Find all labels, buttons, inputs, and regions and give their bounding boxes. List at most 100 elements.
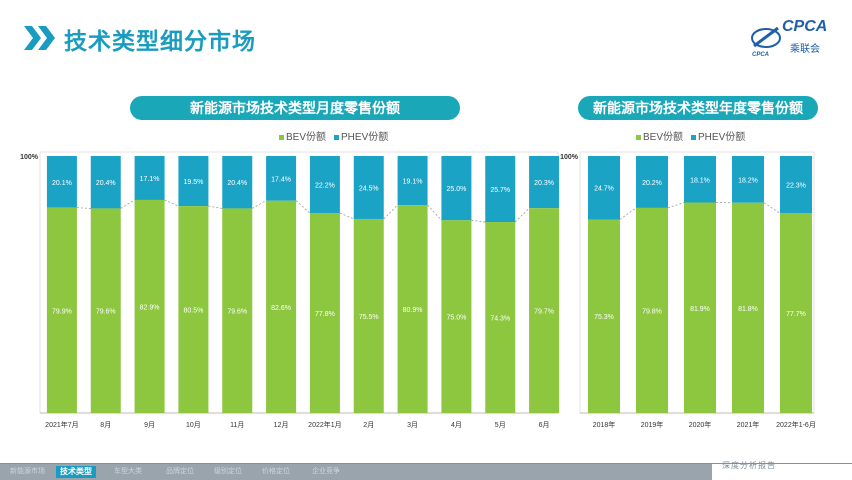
phev-value-label: 24.5% bbox=[359, 185, 379, 192]
bev-value-label: 80.5% bbox=[183, 308, 203, 315]
x-tick-label: 8月 bbox=[100, 421, 111, 429]
bev-value-label: 82.6% bbox=[271, 305, 291, 312]
bev-value-label: 79.7% bbox=[534, 309, 554, 316]
bev-value-label: 81.9% bbox=[690, 306, 710, 313]
bev-bar bbox=[309, 213, 340, 413]
footer-nav-item[interactable]: 新能源市场 bbox=[10, 468, 45, 475]
bev-bar bbox=[266, 200, 297, 413]
logo-subtext: 乘联会 bbox=[790, 44, 820, 55]
phev-bar bbox=[397, 156, 428, 206]
phev-value-label: 24.7% bbox=[594, 186, 614, 193]
phev-bar bbox=[588, 156, 620, 220]
phev-bar bbox=[46, 156, 77, 208]
monthly-chart-title: 新能源市场技术类型月度零售份额 bbox=[130, 96, 460, 120]
cpca-logo-icon: CPCA bbox=[751, 26, 781, 58]
series-connector bbox=[76, 207, 91, 209]
phev-bar bbox=[90, 156, 121, 209]
legend-phev: PHEV份额 bbox=[691, 128, 745, 143]
footer-nav-item[interactable]: 技术类型 bbox=[56, 466, 96, 478]
bev-value-label: 79.6% bbox=[96, 309, 116, 316]
header: 技术类型细分市场 CPCA CPCA 乘联会 bbox=[0, 0, 852, 70]
phev-bar bbox=[636, 156, 668, 208]
series-connector bbox=[295, 200, 311, 214]
bev-bar bbox=[780, 213, 812, 413]
bev-value-label: 75.0% bbox=[446, 315, 466, 322]
phev-value-label: 18.2% bbox=[738, 177, 758, 184]
series-connector bbox=[514, 207, 530, 223]
series-connector bbox=[383, 204, 398, 220]
phev-bar bbox=[134, 156, 165, 200]
series-connector bbox=[120, 199, 135, 209]
bev-value-label: 80.9% bbox=[403, 307, 423, 314]
phev-value-label: 22.2% bbox=[315, 183, 335, 190]
x-tick-label: 2021年7月 bbox=[45, 420, 78, 429]
phev-bar bbox=[780, 156, 812, 214]
y-axis-top-label: 100% bbox=[20, 154, 39, 161]
bev-bar bbox=[222, 208, 253, 413]
bev-value-label: 75.3% bbox=[594, 314, 614, 321]
footer-report-label: 深度分析报告 bbox=[722, 461, 776, 470]
x-tick-label: 2018年 bbox=[593, 420, 616, 429]
phev-value-label: 17.4% bbox=[271, 176, 291, 183]
x-tick-label: 10月 bbox=[186, 421, 201, 429]
series-connector bbox=[667, 202, 685, 209]
bev-bar bbox=[684, 202, 716, 413]
x-tick-label: 2022年1-6月 bbox=[776, 420, 816, 429]
logo-text: CPCA bbox=[782, 18, 828, 35]
bev-bar bbox=[636, 207, 668, 413]
phev-bar bbox=[222, 156, 253, 209]
bev-value-label: 77.8% bbox=[315, 311, 335, 318]
phev-value-label: 20.4% bbox=[96, 180, 116, 187]
footer-nav-item[interactable]: 价格定位 bbox=[262, 468, 290, 475]
phev-bar bbox=[684, 156, 716, 203]
phev-bar bbox=[485, 156, 516, 223]
phev-value-label: 22.3% bbox=[786, 183, 806, 190]
phev-value-label: 25.7% bbox=[490, 187, 510, 194]
page-title: 技术类型细分市场 bbox=[64, 28, 256, 54]
phev-value-label: 19.5% bbox=[183, 179, 203, 186]
bev-bar bbox=[732, 202, 764, 413]
phev-bar bbox=[178, 156, 209, 207]
bev-bar bbox=[529, 208, 560, 413]
bev-bar bbox=[134, 199, 165, 413]
series-connector bbox=[164, 199, 179, 207]
bev-bar bbox=[46, 207, 77, 413]
bev-value-label: 75.5% bbox=[359, 314, 379, 321]
footer bbox=[0, 462, 852, 480]
footer-nav-item[interactable]: 车型大类 bbox=[114, 468, 142, 475]
phev-value-label: 20.2% bbox=[642, 180, 662, 187]
x-tick-label: 11月 bbox=[230, 421, 244, 429]
bev-bar bbox=[90, 208, 121, 413]
double-chevron-icon bbox=[24, 26, 55, 50]
bev-value-label: 79.8% bbox=[642, 308, 662, 315]
series-connector bbox=[763, 202, 781, 214]
legend-phev: PHEV份额 bbox=[334, 128, 388, 143]
footer-nav-item[interactable]: 级别定位 bbox=[214, 468, 242, 475]
series-connector bbox=[339, 212, 354, 220]
monthly-legend: BEV份额 PHEV份额 bbox=[279, 128, 388, 143]
phev-value-label: 18.1% bbox=[690, 177, 710, 184]
phev-bar bbox=[353, 156, 384, 219]
x-tick-label: 2月 bbox=[363, 421, 374, 429]
series-connector bbox=[427, 204, 442, 221]
footer-nav-item[interactable]: 企业竞争 bbox=[312, 468, 340, 475]
phev-bar bbox=[732, 156, 764, 203]
bev-bar bbox=[485, 222, 516, 413]
phev-value-label: 20.1% bbox=[52, 180, 72, 187]
bev-value-label: 77.7% bbox=[786, 311, 806, 318]
bev-value-label: 79.9% bbox=[52, 308, 72, 315]
series-connector bbox=[471, 219, 486, 223]
phev-bar bbox=[529, 156, 560, 209]
legend-bev: BEV份额 bbox=[636, 128, 683, 143]
footer-nav-item[interactable]: 品牌定位 bbox=[166, 468, 194, 475]
x-tick-label: 6月 bbox=[539, 421, 550, 429]
series-connector bbox=[208, 205, 223, 209]
phev-value-label: 20.3% bbox=[534, 180, 554, 187]
bev-value-label: 82.9% bbox=[140, 304, 160, 311]
series-connector bbox=[619, 207, 637, 220]
x-tick-label: 12月 bbox=[274, 421, 289, 429]
series-connector bbox=[252, 200, 267, 209]
legend-bev: BEV份额 bbox=[279, 128, 326, 143]
bev-bar bbox=[397, 205, 428, 413]
